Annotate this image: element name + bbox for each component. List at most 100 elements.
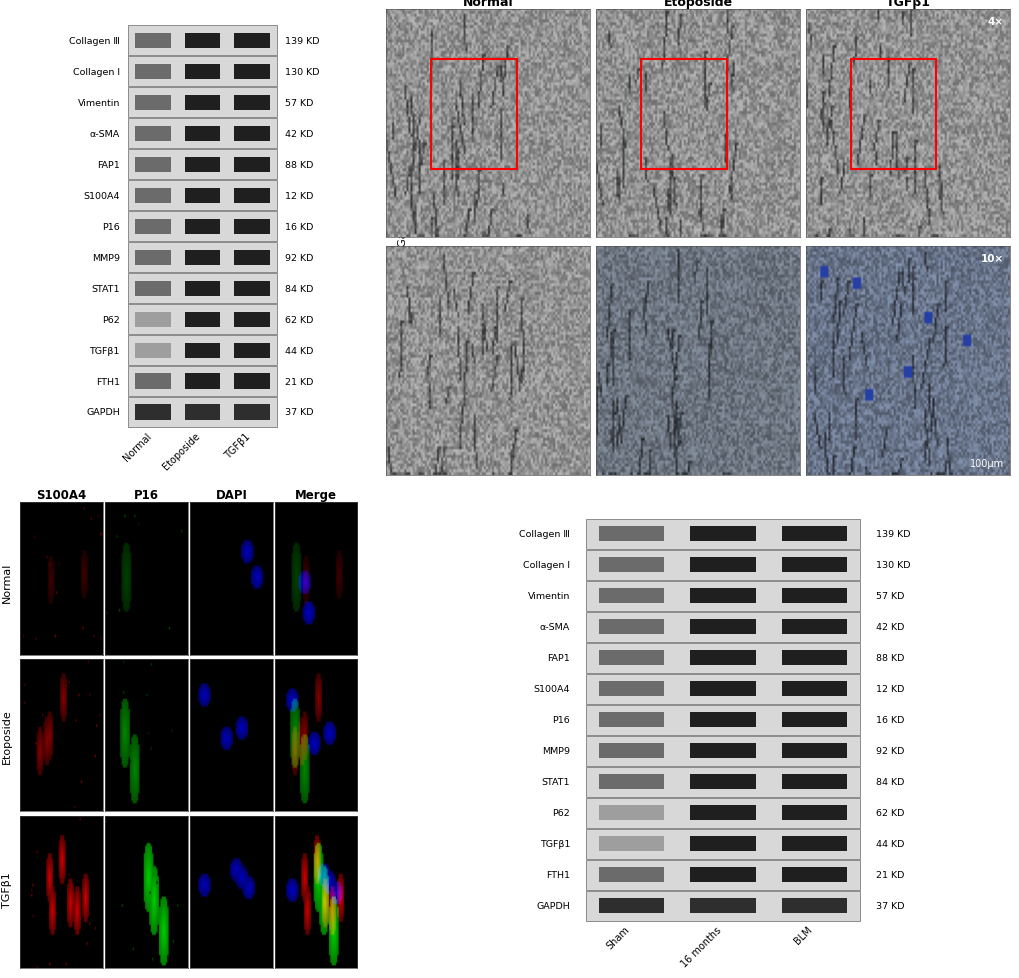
Bar xyxy=(136,189,170,203)
Bar xyxy=(585,581,859,611)
Bar xyxy=(136,282,170,296)
Text: Vimentin: Vimentin xyxy=(527,592,570,600)
Bar xyxy=(184,189,220,203)
Bar xyxy=(184,405,220,421)
Bar xyxy=(128,305,276,334)
Text: 44 KD: 44 KD xyxy=(875,839,903,848)
Text: FAP1: FAP1 xyxy=(547,653,570,662)
Bar xyxy=(128,119,276,149)
Bar xyxy=(598,527,663,542)
Bar xyxy=(585,519,859,550)
Bar xyxy=(233,126,269,142)
Text: 62 KD: 62 KD xyxy=(875,809,903,818)
Bar xyxy=(690,775,755,789)
Text: 88 KD: 88 KD xyxy=(875,653,903,662)
Bar xyxy=(431,60,517,169)
Bar xyxy=(128,398,276,427)
Bar xyxy=(781,898,847,913)
Bar xyxy=(136,250,170,265)
Bar xyxy=(128,212,276,242)
Bar xyxy=(690,557,755,573)
Bar xyxy=(781,682,847,696)
Text: 88 KD: 88 KD xyxy=(284,160,313,169)
Bar xyxy=(128,335,276,366)
Bar xyxy=(233,312,269,328)
Title: P16: P16 xyxy=(133,489,159,502)
Text: MMP9: MMP9 xyxy=(92,253,119,262)
Bar xyxy=(128,57,276,87)
Text: 12 KD: 12 KD xyxy=(284,192,313,200)
Text: 139 KD: 139 KD xyxy=(875,530,909,539)
Bar xyxy=(585,798,859,828)
Bar xyxy=(781,589,847,603)
Bar xyxy=(690,836,755,851)
Text: Collagen I: Collagen I xyxy=(72,67,119,76)
Text: 100μm: 100μm xyxy=(969,459,1003,468)
Text: BLM: BLM xyxy=(792,924,813,946)
Bar xyxy=(598,867,663,882)
Text: 16 KD: 16 KD xyxy=(875,716,903,725)
Text: TGFβ1: TGFβ1 xyxy=(222,431,252,460)
Text: TGFβ1: TGFβ1 xyxy=(539,839,570,848)
Bar xyxy=(690,527,755,542)
Text: 57 KD: 57 KD xyxy=(875,592,903,600)
Text: 42 KD: 42 KD xyxy=(875,623,903,632)
Text: D: D xyxy=(292,506,308,523)
Bar xyxy=(184,282,220,296)
Bar xyxy=(781,867,847,882)
Text: FAP1: FAP1 xyxy=(97,160,119,169)
Text: FTH1: FTH1 xyxy=(545,870,570,879)
Text: Etoposide: Etoposide xyxy=(161,431,202,471)
Bar xyxy=(128,150,276,180)
Bar xyxy=(136,343,170,358)
Bar xyxy=(781,775,847,789)
Bar xyxy=(598,589,663,603)
Text: Collagen I: Collagen I xyxy=(523,560,570,570)
Title: Etoposide: Etoposide xyxy=(662,0,732,9)
Bar xyxy=(598,805,663,821)
Bar xyxy=(184,343,220,358)
Bar xyxy=(184,312,220,328)
Text: S100A4: S100A4 xyxy=(533,685,570,693)
Bar xyxy=(690,898,755,913)
Bar xyxy=(781,557,847,573)
Text: 21 KD: 21 KD xyxy=(284,378,313,386)
Bar xyxy=(233,96,269,111)
Text: STAT1: STAT1 xyxy=(92,285,119,293)
Bar xyxy=(233,250,269,265)
Text: 44 KD: 44 KD xyxy=(284,346,313,355)
Bar xyxy=(598,682,663,696)
Bar xyxy=(136,375,170,389)
Bar xyxy=(128,26,276,56)
Text: Etoposide: Etoposide xyxy=(2,708,12,763)
Text: 130 KD: 130 KD xyxy=(284,67,319,76)
Bar xyxy=(184,96,220,111)
Text: 16 months: 16 months xyxy=(679,924,722,968)
Bar xyxy=(136,405,170,421)
Text: 16 KD: 16 KD xyxy=(284,222,313,232)
Title: DAPI: DAPI xyxy=(215,489,247,502)
Text: GAPDH: GAPDH xyxy=(86,408,119,417)
Text: 130 KD: 130 KD xyxy=(875,560,909,570)
Bar xyxy=(128,88,276,118)
Bar xyxy=(585,828,859,859)
Bar xyxy=(585,674,859,704)
Title: Merge: Merge xyxy=(294,489,337,502)
Bar xyxy=(136,312,170,328)
Text: 139 KD: 139 KD xyxy=(284,36,319,46)
Text: 92 KD: 92 KD xyxy=(875,746,903,755)
Text: α-SMA: α-SMA xyxy=(90,129,119,139)
Bar xyxy=(184,250,220,265)
Text: TGFβ1: TGFβ1 xyxy=(2,871,12,907)
Bar xyxy=(781,805,847,821)
Bar xyxy=(690,805,755,821)
Bar xyxy=(233,189,269,203)
Bar xyxy=(598,650,663,666)
Text: STAT1: STAT1 xyxy=(541,778,570,786)
Text: Normal: Normal xyxy=(2,562,12,602)
Text: 62 KD: 62 KD xyxy=(284,315,313,324)
Text: S100A4: S100A4 xyxy=(84,192,119,200)
Bar xyxy=(585,767,859,797)
Bar xyxy=(781,527,847,542)
Text: B: B xyxy=(392,15,406,32)
